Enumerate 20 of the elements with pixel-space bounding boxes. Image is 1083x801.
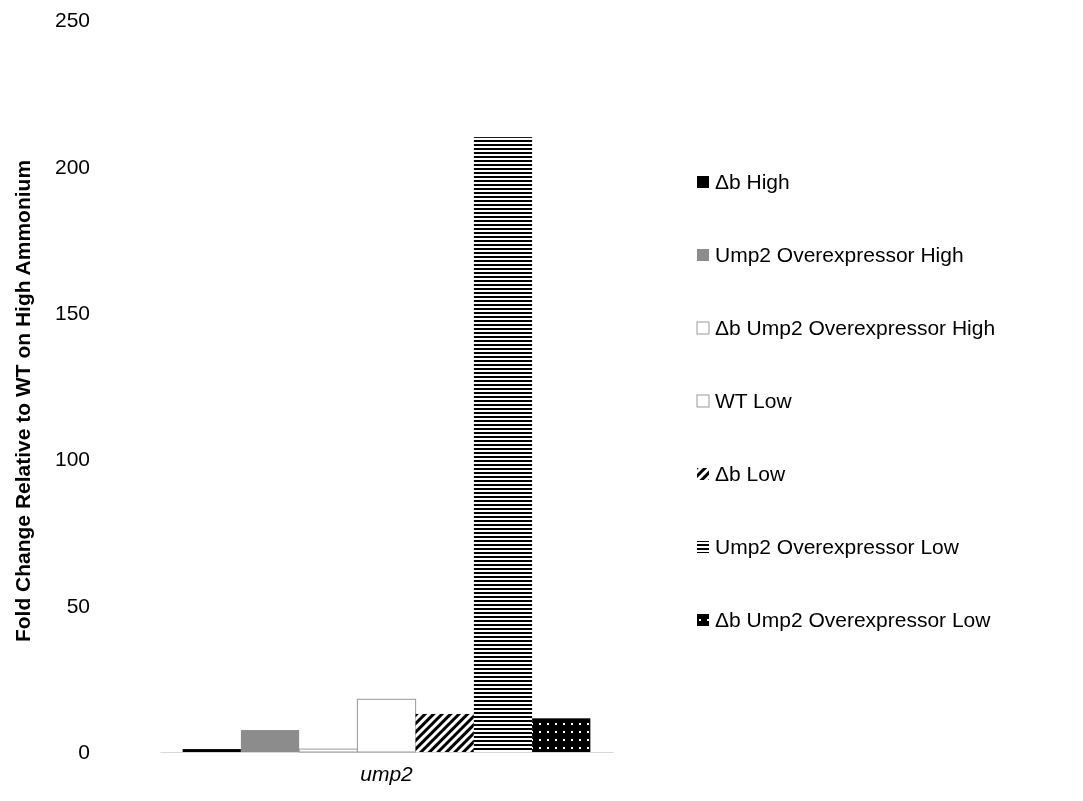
y-tick-label: 50 [66,593,90,617]
y-tick-label: 200 [54,154,90,178]
bar [182,749,241,752]
y-axis-title: Fold Change Relative to WT on High Ammonium [11,159,34,643]
y-tick-label: 250 [54,8,90,32]
legend-label: Δb Ump2 Overexpressor High [715,316,996,340]
bar [240,730,300,752]
y-tick-label: 150 [54,301,90,325]
legend-label: Δb Low [715,462,786,486]
y-tick-label: 100 [54,447,90,471]
bar [415,713,474,752]
legend-label: Ump2 Overexpressor High [715,243,964,267]
bar [473,137,533,752]
bar [532,718,591,752]
legend-label: Δb Ump2 Overexpressor Low [715,608,992,632]
legend-label: Ump2 Overexpressor Low [715,535,960,559]
y-tick-label: 0 [78,740,90,764]
legend-label: Δb High [715,170,790,194]
x-tick-label: ump2 [360,761,414,785]
legend-label: WT Low [715,389,793,413]
